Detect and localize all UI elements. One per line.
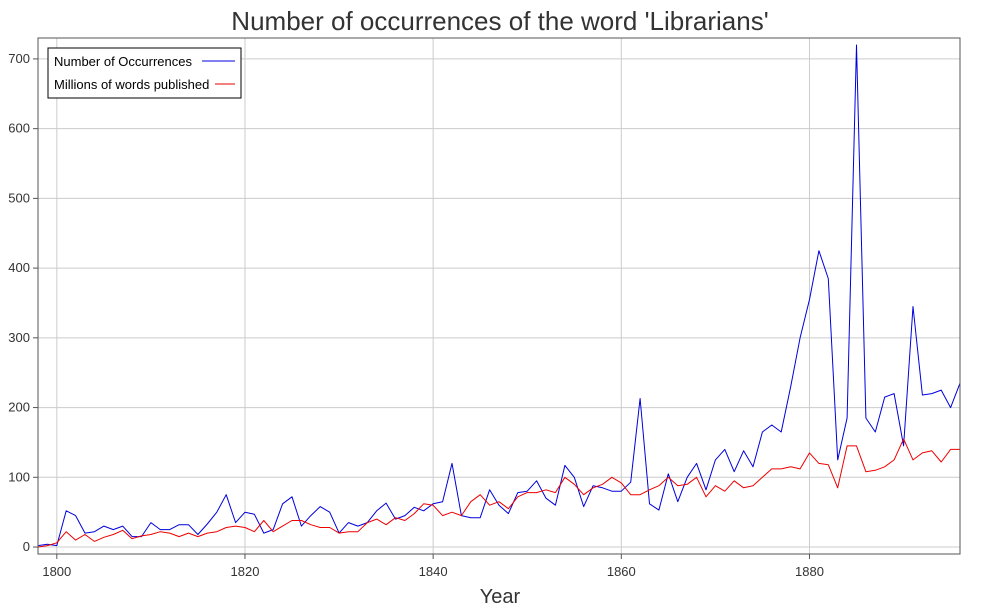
- legend-label: Number of Occurrences: [54, 54, 192, 69]
- legend-box: [47, 47, 242, 99]
- legend-label: Millions of words published: [54, 77, 209, 92]
- x-tick-label: 1880: [795, 564, 824, 579]
- y-tick-label: 100: [8, 469, 30, 484]
- y-tick-label: 600: [8, 121, 30, 136]
- y-tick-label: 300: [8, 330, 30, 345]
- grid-lines: [38, 38, 960, 554]
- plot-area: [38, 38, 960, 554]
- plot-frame: [37, 37, 961, 555]
- x-tick-label: 1840: [419, 564, 448, 579]
- y-tick-label: 0: [23, 539, 30, 554]
- y-tick-label: 400: [8, 260, 30, 275]
- series-lines: [37, 44, 961, 548]
- series-line-millions-of-words: [37, 438, 960, 548]
- y-tick-label: 500: [8, 190, 30, 205]
- axis-ticks: 1800 1820 1840 1860 1880 0 100 200 300 400 500 600 7…: [8, 51, 824, 579]
- chart-title: Number of occurrences of the word 'Libra…: [231, 6, 769, 36]
- y-tick-label: 200: [8, 400, 30, 415]
- x-axis-label: Year: [479, 586, 521, 608]
- x-tick-label: 1820: [231, 564, 260, 579]
- x-tick-label: 1860: [607, 564, 636, 579]
- series-line-occurrences: [37, 44, 961, 547]
- legend: Number of Occurrences Millions of words p…: [47, 47, 242, 99]
- x-tick-label: 1800: [42, 564, 71, 579]
- y-tick-label: 700: [8, 51, 30, 66]
